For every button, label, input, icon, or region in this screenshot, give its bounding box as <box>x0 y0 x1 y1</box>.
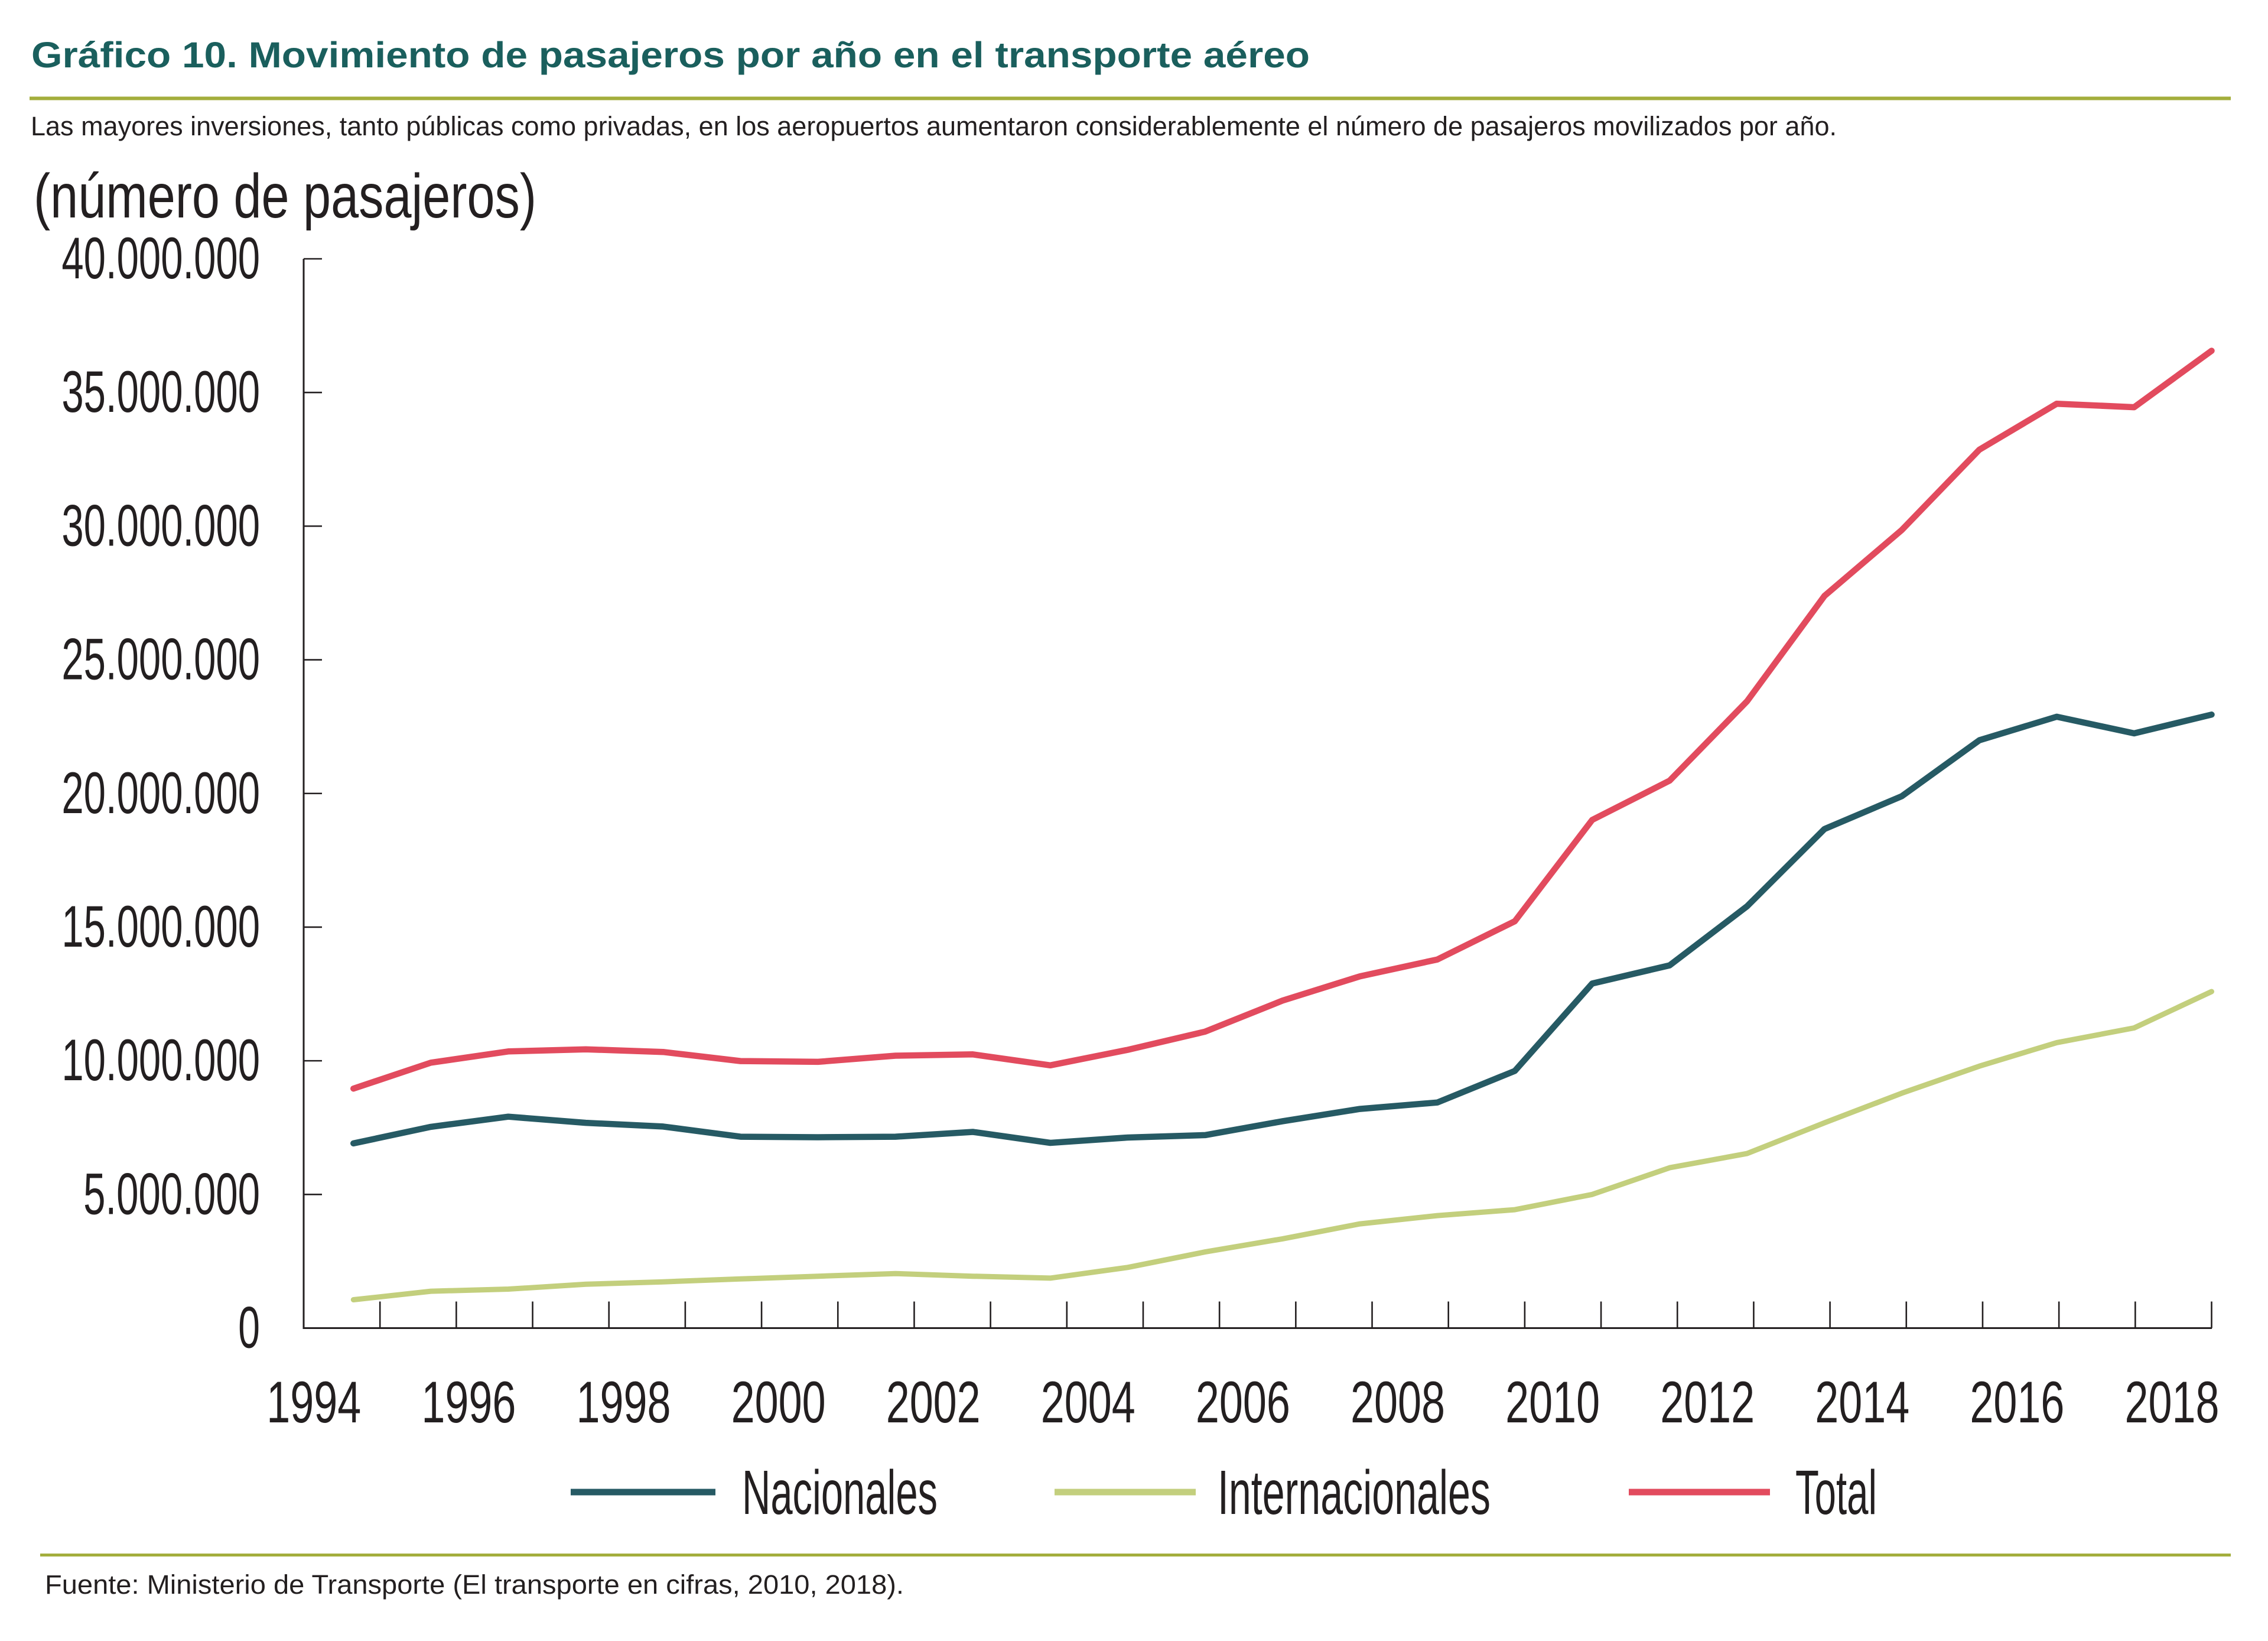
chart-subtitle: Las mayores inversiones, tanto públicas … <box>31 111 1837 141</box>
chart-title: Gráfico 10. Movimiento de pasajeros por … <box>31 35 1310 75</box>
x-tick-label: 2010 <box>1505 1369 1600 1435</box>
series-line-nacionales <box>350 711 2215 1147</box>
y-tick-label: 10.000.000 <box>61 1027 260 1093</box>
x-tick-label: 2006 <box>1196 1369 1290 1435</box>
data-series-lines <box>350 347 2215 1302</box>
series-line-total <box>350 347 2215 1092</box>
legend: Nacionales Internacionales Total <box>571 1458 1877 1528</box>
y-tick-labels: 0 5.000.000 10.000.000 15.000.000 20.000.000… <box>61 225 260 1360</box>
y-tick-label: 35.000.000 <box>61 359 260 424</box>
y-tick-label: 20.000.000 <box>61 760 260 826</box>
axis-ticks <box>304 258 2212 1328</box>
x-tick-label: 2000 <box>731 1369 826 1435</box>
source-text: Fuente: Ministerio de Transporte (El tra… <box>45 1569 904 1600</box>
x-tick-label: 2008 <box>1351 1369 1445 1435</box>
x-tick-label: 1996 <box>421 1369 516 1435</box>
x-tick-label: 2018 <box>2125 1369 2220 1435</box>
x-tick-label: 2002 <box>886 1369 981 1435</box>
x-tick-label: 2004 <box>1041 1369 1135 1435</box>
x-tick-label: 2012 <box>1660 1369 1755 1435</box>
x-tick-label: 1994 <box>266 1369 361 1435</box>
series-line-internacionales <box>350 989 2214 1302</box>
legend-label-nacionales: Nacionales <box>742 1458 938 1528</box>
x-tick-label: 2016 <box>1970 1369 2064 1435</box>
y-tick-label: 40.000.000 <box>61 225 260 291</box>
y-tick-label: 0 <box>238 1295 260 1360</box>
y-tick-label: 25.000.000 <box>61 626 260 692</box>
x-tick-labels: 1994 1996 1998 2000 2002 2004 2006 2008 2010 2012… <box>266 1369 2219 1435</box>
y-tick-label: 30.000.000 <box>61 492 260 558</box>
y-tick-label: 5.000.000 <box>83 1161 260 1226</box>
x-tick-label: 1998 <box>577 1369 671 1435</box>
legend-label-total: Total <box>1795 1458 1877 1528</box>
y-tick-label: 15.000.000 <box>61 893 260 959</box>
x-tick-label: 2014 <box>1815 1369 1909 1435</box>
legend-label-internacionales: Internacionales <box>1218 1458 1491 1528</box>
y-axis-unit-label: (número de pasajeros) <box>34 161 536 231</box>
